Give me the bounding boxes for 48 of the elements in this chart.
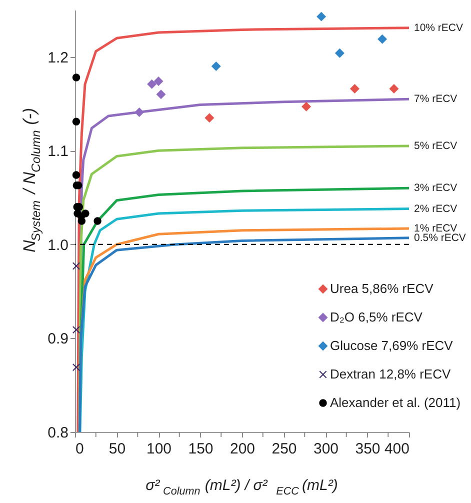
series-label: 0.5% rECV <box>414 232 466 244</box>
series-label: 5% rECV <box>414 140 458 152</box>
point <box>72 262 80 270</box>
series-label: 2% rECV <box>414 202 458 215</box>
y-axis-title: NSystem / NColumn (-) <box>20 108 44 252</box>
x-tick-label: 100 <box>146 440 172 458</box>
legend-label: Glucose 7,69% rECV <box>330 338 454 353</box>
point <box>72 171 80 179</box>
y-tick-label: 1.2 <box>48 49 68 66</box>
point <box>72 364 80 371</box>
series-label: 1% rECV <box>414 222 458 234</box>
point <box>154 76 164 86</box>
point <box>302 102 312 112</box>
y-tick-label: 1.0 <box>48 236 68 254</box>
point <box>389 84 399 94</box>
legend-label: Urea 5,86% rECV <box>330 281 434 296</box>
legend-label: Dextran 12,8% rECV <box>330 366 451 382</box>
x-tick-label: 200 <box>230 440 256 458</box>
point <box>78 217 86 225</box>
point <box>211 62 221 72</box>
point <box>156 90 166 100</box>
point <box>94 217 102 225</box>
point <box>147 79 157 89</box>
x-tick-label: 350 <box>355 440 380 458</box>
point <box>378 34 388 44</box>
series-label: 3% rECV <box>414 182 458 194</box>
legend-label: Alexander et al. (2011) <box>330 395 461 410</box>
point <box>350 84 360 94</box>
y-tick-label: 0.8 <box>48 424 68 442</box>
y-tick-label: 0.9 <box>48 330 68 348</box>
x-tick-label: 300 <box>313 440 339 458</box>
x-tick-label: 400 <box>384 440 410 458</box>
x-tick-label: 150 <box>188 440 214 458</box>
point <box>82 210 90 218</box>
x-tick-label: 250 <box>272 440 297 458</box>
legend-label: D₂O 6,5% rECV <box>330 310 423 324</box>
point <box>334 48 344 58</box>
series-label: 7% rECV <box>414 93 458 106</box>
x-tick-label: 50 <box>108 440 126 458</box>
series-label: 10% rECV <box>414 22 464 34</box>
point <box>72 74 80 82</box>
point <box>316 12 326 22</box>
y-tick-label: 1.1 <box>48 143 68 160</box>
point <box>204 113 214 123</box>
point <box>134 107 144 117</box>
point <box>72 326 80 334</box>
point <box>72 118 80 126</box>
x-tick-label: 0 <box>76 440 84 458</box>
